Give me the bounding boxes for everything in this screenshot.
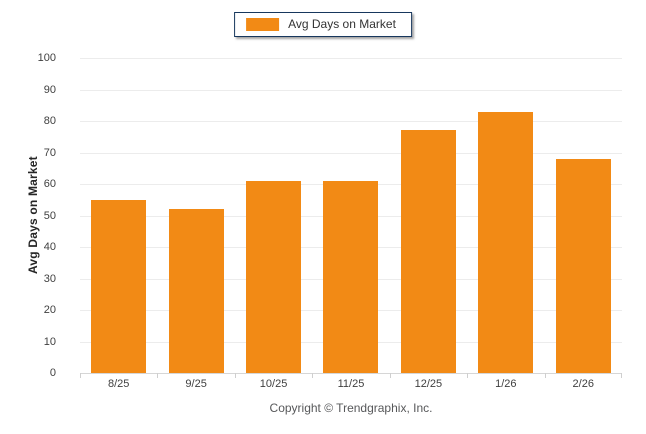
bar-2/26	[555, 158, 611, 373]
bar-slot	[235, 58, 312, 373]
y-tick-label: 10	[43, 335, 56, 348]
y-tick-label: 100	[37, 52, 56, 64]
y-tick-label: 70	[43, 146, 56, 159]
y-tick-label: 50	[43, 209, 56, 222]
y-tick-label: 90	[43, 83, 56, 96]
x-axis-ticks	[80, 373, 622, 378]
bar-slot	[467, 58, 544, 373]
x-tick-label: 12/25	[414, 378, 443, 390]
gridline	[80, 89, 622, 91]
x-axis-tick	[157, 373, 159, 378]
bar-8/25	[91, 199, 147, 373]
gridline	[80, 152, 622, 154]
y-tick-label: 30	[43, 272, 56, 285]
bar-slot	[312, 58, 389, 373]
y-tick-label: 80	[43, 115, 56, 127]
legend-label: Avg Days on Market	[288, 17, 396, 31]
x-axis-tick	[467, 373, 469, 378]
bar-11/25	[323, 180, 379, 373]
y-tick-label: 20	[43, 304, 56, 316]
x-axis-tick	[312, 373, 314, 378]
x-tick-label: 1/26	[495, 378, 517, 390]
y-tick-label: 40	[43, 241, 56, 253]
gridline	[80, 58, 622, 59]
x-axis-tick-labels: 8/25 9/25 10/25 11/25 12/25 1/26 2/26	[80, 378, 622, 390]
x-axis-line	[80, 373, 622, 374]
bar-slot	[80, 58, 157, 373]
bar-10/25	[246, 180, 302, 373]
x-axis-tick	[544, 373, 546, 378]
x-axis-tick	[234, 373, 236, 378]
x-tick-label: 10/25	[259, 378, 288, 390]
legend-swatch	[246, 18, 280, 31]
y-tick-label: 0	[49, 367, 56, 379]
x-tick-label: 2/26	[572, 378, 594, 390]
bar-series	[80, 58, 622, 373]
x-axis-tick	[621, 373, 622, 378]
bar-slot	[390, 58, 467, 373]
x-tick-label: 11/25	[337, 378, 365, 390]
x-tick-label: 8/25	[108, 378, 130, 390]
x-tick-label: 9/25	[185, 378, 207, 390]
y-tick-label: 60	[43, 178, 56, 190]
x-axis-tick	[389, 373, 391, 378]
bar-slot	[545, 58, 622, 373]
bar-slot	[157, 58, 234, 373]
x-axis-tick	[80, 373, 81, 378]
bar-1/26	[478, 111, 534, 373]
plot-area	[80, 58, 622, 378]
bar-12/25	[400, 130, 456, 373]
y-axis-tick-labels: 100 90 80 70 60 50 40 30 20 10 0	[0, 52, 68, 379]
copyright-text: Copyright © Trendgraphix, Inc.	[269, 401, 433, 415]
bar-9/25	[168, 209, 224, 373]
legend: Avg Days on Market	[234, 12, 412, 37]
gridline	[80, 121, 622, 122]
